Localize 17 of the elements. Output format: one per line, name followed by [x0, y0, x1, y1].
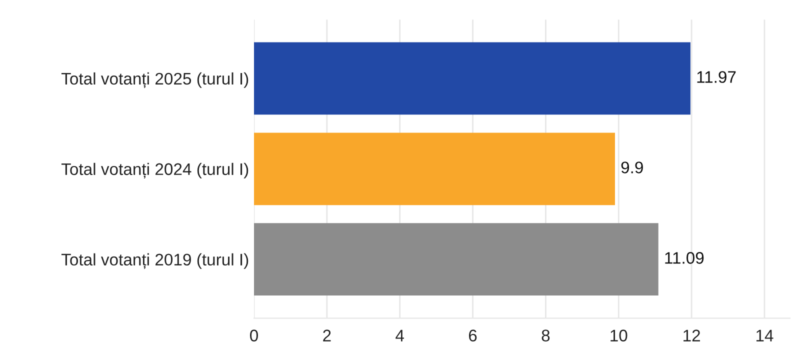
x-tick-label: 10	[610, 330, 628, 342]
x-tick-label: 8	[542, 330, 550, 342]
x-tick-label: 6	[468, 330, 477, 342]
x-tick-label: 14	[756, 330, 774, 342]
data-label: 11.09	[665, 252, 704, 264]
bar	[254, 223, 658, 296]
data-label: 11.97	[697, 71, 736, 83]
x-tick-label: 2	[323, 330, 331, 342]
x-tick-label: 12	[684, 330, 700, 342]
y-tick-label: Total votanți 2019 (turul I)	[61, 253, 248, 269]
x-tick-label: 0	[250, 330, 258, 342]
bar	[254, 42, 690, 115]
data-label: 9.9	[621, 162, 643, 174]
y-tick-label: Total votanți 2024 (turul I)	[61, 162, 248, 178]
y-tick-label: Total votanți 2025 (turul I)	[61, 72, 248, 88]
bar	[254, 132, 615, 206]
x-tick-label: 4	[396, 330, 404, 342]
